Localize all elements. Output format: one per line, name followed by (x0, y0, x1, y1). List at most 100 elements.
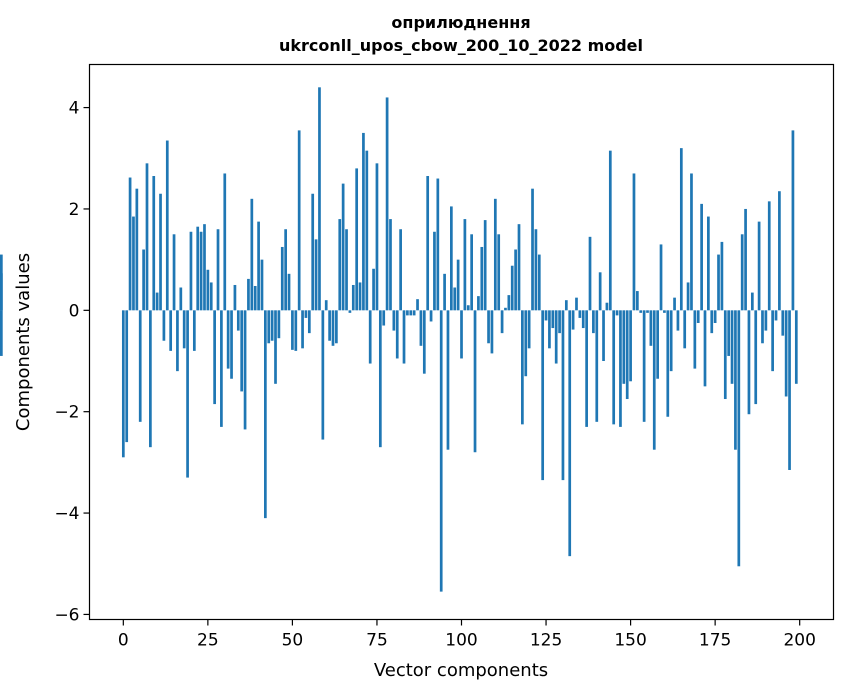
bar-91 (429, 310, 433, 322)
bar-112 (500, 310, 504, 334)
bar-141 (598, 272, 602, 311)
bar-107 (483, 220, 487, 311)
bar-24 (203, 224, 206, 311)
bar-108 (487, 310, 490, 344)
bar-109 (490, 310, 494, 354)
bar-104 (473, 310, 477, 453)
bar-17 (179, 287, 183, 311)
bar-85 (409, 310, 413, 316)
bar-31 (226, 310, 230, 369)
bar-167 (686, 282, 690, 311)
x-tick-label: 125 (530, 631, 562, 651)
bar-183 (740, 234, 744, 311)
bar-131 (564, 300, 568, 311)
bar-106 (480, 246, 484, 311)
bar-198 (791, 130, 795, 311)
bar-60 (324, 300, 328, 311)
bar-165 (679, 148, 683, 311)
bar-119 (524, 310, 528, 377)
y-tick-label: −2 (54, 403, 79, 423)
bar-83 (402, 310, 406, 364)
bars-group (0, 87, 798, 592)
bar-163 (673, 297, 676, 311)
bar-148 (622, 310, 626, 384)
bar-84 (406, 310, 409, 316)
bar-189 (761, 310, 764, 344)
chart-title: оприлюднення (391, 13, 530, 32)
bar-176 (717, 254, 720, 311)
bar-125 (544, 310, 548, 321)
bar-undefined (0, 310, 3, 356)
bar-136 (581, 310, 585, 329)
bar-37 (247, 278, 250, 311)
bar-3 (132, 216, 135, 311)
bar-30 (223, 173, 227, 311)
bar-168 (690, 173, 693, 311)
bar-86 (412, 310, 416, 316)
bar-34 (236, 310, 240, 331)
bar-9 (152, 176, 156, 311)
y-axis-ticks: −6 −4 −2 0 2 4 (54, 99, 90, 625)
bar-149 (625, 310, 629, 400)
bar-29 (220, 310, 223, 427)
bar-57 (314, 239, 318, 311)
bar-1 (125, 310, 129, 443)
bar-62 (331, 310, 335, 346)
bar-152 (636, 291, 639, 311)
bar-50 (291, 310, 294, 350)
bar-68 (351, 284, 355, 311)
bar-114 (507, 295, 511, 311)
bar-135 (578, 310, 582, 318)
bar-191 (767, 201, 771, 311)
bar-10 (155, 292, 159, 311)
bar-87 (416, 299, 419, 311)
bar-27 (213, 310, 216, 405)
bar-48 (284, 229, 287, 311)
bar-116 (514, 249, 517, 311)
bar-175 (713, 310, 717, 323)
bar-97 (450, 206, 453, 311)
bar-6 (142, 249, 145, 311)
bar-23 (199, 231, 203, 311)
bar-111 (497, 234, 501, 311)
bar-36 (243, 310, 247, 430)
bar-121 (531, 188, 534, 311)
x-tick-label: 150 (614, 631, 646, 651)
bar-156 (649, 310, 653, 346)
bar-103 (470, 234, 473, 311)
bar-90 (426, 176, 430, 311)
plot-frame (88, 63, 835, 621)
bar-58 (318, 87, 321, 311)
bar-42 (264, 310, 267, 519)
bar-138 (588, 236, 592, 311)
bar-78 (385, 97, 389, 311)
bar-128 (554, 310, 558, 364)
bar-133 (571, 310, 575, 330)
bar-38 (250, 198, 254, 311)
bar-101 (463, 219, 467, 311)
x-tick-label: 200 (783, 631, 815, 651)
bar-21 (192, 310, 196, 351)
bar-182 (737, 310, 741, 567)
bar-98 (453, 287, 457, 311)
bar-14 (169, 310, 173, 351)
bar-2 (128, 177, 132, 311)
bar-16 (176, 310, 179, 372)
bar-179 (727, 310, 731, 356)
bar-150 (629, 310, 632, 382)
bar-80 (392, 310, 396, 331)
chart-subtitle: ukrconll_upos_cbow_200_10_2022 model (279, 36, 643, 55)
bar-118 (521, 310, 524, 425)
bar-19 (186, 310, 189, 478)
bar-67 (348, 310, 352, 313)
bar-55 (307, 310, 311, 334)
bar-53 (301, 310, 304, 349)
bar-177 (720, 241, 724, 311)
bar-11 (159, 193, 162, 311)
bar-99 (456, 259, 460, 311)
bar-32 (230, 310, 233, 379)
bar-95 (443, 273, 446, 311)
bar-158 (656, 310, 659, 379)
bar-66 (345, 229, 348, 311)
